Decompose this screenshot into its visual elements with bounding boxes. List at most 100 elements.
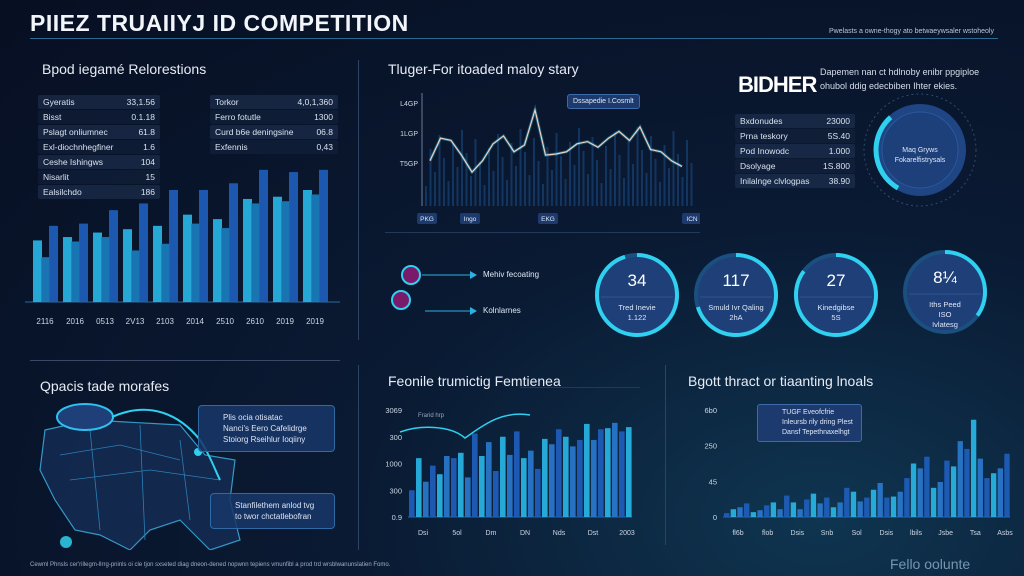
- background-bar: [578, 128, 580, 206]
- bar: [319, 169, 328, 302]
- bar: [221, 228, 230, 302]
- stats-table-2: Torkor 4,0,1,360 Ferro fotutle 1300 Curd b6e…: [210, 95, 338, 155]
- bar: [584, 423, 590, 517]
- table-row: Ceshe Ishingws 104: [38, 155, 160, 169]
- row-label: Torkor: [215, 97, 239, 107]
- row-value: 1.6: [143, 142, 155, 152]
- background-bar: [641, 150, 643, 206]
- bar: [161, 243, 170, 302]
- stats-table-1: Gyeratis 33,1.56 Bisst 0.1.18 Pslagt onliumn…: [38, 95, 160, 200]
- bar: [950, 466, 957, 517]
- table-row: Ealsilchdo 186: [38, 185, 160, 199]
- line-series: [429, 107, 683, 174]
- y-tick-label: 0.9: [392, 513, 402, 522]
- bar: [169, 190, 178, 302]
- kpi-gauge[interactable]: 27 Kinedgibse 5S: [794, 253, 878, 337]
- bar: [465, 477, 471, 517]
- x-tick-label: 2014: [186, 317, 204, 326]
- kpi-gauge[interactable]: 117 Smuld Ivr Qaling 2hA: [694, 253, 778, 337]
- x-tick-label: Dsi: [418, 530, 429, 537]
- background-bar: [533, 138, 535, 206]
- bar: [500, 436, 506, 517]
- bar: [977, 458, 983, 517]
- brand-table: Bxdonudes 23000 Prna teskory 5S.40 Pod Inowo…: [735, 114, 855, 189]
- bar: [243, 198, 252, 302]
- bar: [507, 454, 513, 517]
- bar: [877, 482, 883, 517]
- x-tick-label: 2019: [306, 317, 324, 326]
- bar: [797, 509, 803, 517]
- bar: [737, 507, 743, 517]
- y-tick-label: 0: [713, 513, 717, 522]
- table-row: Bxdonudes 23000: [735, 114, 855, 128]
- bar: [251, 203, 260, 302]
- divider: [358, 365, 359, 550]
- bar: [777, 509, 783, 517]
- line-chart-legend: Dssapedie I.Cosmlt: [567, 94, 640, 109]
- x-tick-label: lbils: [910, 530, 923, 537]
- bar: [857, 501, 863, 517]
- bar: [910, 463, 917, 517]
- x-tick-label: ICN: [686, 216, 698, 223]
- callout-line: Plis ocia otisatac: [223, 413, 283, 422]
- gauge-value: 117: [722, 271, 750, 290]
- background-bar: [429, 149, 432, 206]
- callout-line: to twor chctatlebofran: [235, 512, 312, 521]
- background-bar: [438, 135, 441, 206]
- x-tick-label: Tsa: [970, 530, 981, 537]
- row-label: Prna teskory: [740, 131, 788, 141]
- bar: [49, 225, 58, 302]
- us-map[interactable]: [30, 400, 260, 550]
- background-bar: [587, 174, 589, 206]
- gauge-ring: [794, 253, 878, 337]
- chart-annotation: Frarid hrp: [418, 413, 445, 419]
- bar: [577, 439, 583, 517]
- row-label: Curd b6e deningsine: [215, 127, 294, 137]
- x-tick-label: DN: [520, 530, 530, 537]
- background-bar: [623, 178, 625, 206]
- footer-brand: Fello oolunte: [890, 556, 971, 572]
- y-tick-label: T5GP: [400, 161, 419, 168]
- x-tick-label: 2003: [619, 530, 635, 537]
- bar-chart-2-title: Feonile trumictig Femtienea: [388, 373, 561, 389]
- table-row: Pod Inowodc 1.000: [735, 144, 855, 158]
- bar: [123, 229, 132, 302]
- divider: [30, 360, 340, 361]
- y-tick-label: 6b0: [704, 406, 717, 415]
- row-value: 06.8: [316, 127, 333, 137]
- bar: [259, 169, 268, 302]
- flow-label: Kolnlarnes: [483, 306, 521, 315]
- bar-chart-3: 6b0 250 45 0 fl6b flob Dsis Snb Sol Dsis lbils Jsbe…: [704, 406, 1013, 537]
- ring-line: Fokarelfistrysals: [894, 157, 946, 164]
- row-label: Ferro fotutle: [215, 112, 261, 122]
- divider: [520, 387, 640, 388]
- footer-text: Cewml Phnsls cer'rillegm-llrrg-pninls oi…: [30, 562, 391, 568]
- table-row: Gyeratis 33,1.56: [38, 95, 160, 109]
- bar: [890, 496, 897, 517]
- map-hotspot-icon[interactable]: [60, 536, 72, 548]
- bar: [744, 503, 750, 517]
- background-bar: [555, 133, 558, 206]
- desc-line: ohubol ddig edecbiben Ihter ekies.: [820, 81, 958, 91]
- map-marker-icon[interactable]: [56, 403, 114, 431]
- background-bar: [668, 168, 670, 206]
- bar: [109, 210, 118, 302]
- desc-line: Dapemen nan ct hdlnoby enibr ppgiploe: [820, 67, 980, 77]
- bar: [153, 225, 162, 302]
- line-chart-title: Tluger-For itoaded maloy stary: [388, 61, 579, 77]
- background-bar: [465, 153, 468, 206]
- bar: [824, 497, 830, 517]
- gauge-ring: [694, 253, 778, 337]
- bar: [131, 250, 140, 302]
- node-icon: [401, 265, 421, 285]
- gauge-sub: 5S: [831, 313, 841, 322]
- bar-chart-2: 3069 300 1000 300 0.9 Dsi 5ol Dm DN Nds Dst 2003: [385, 406, 635, 537]
- bar: [101, 237, 110, 302]
- table-row: Pslagt onliumnec 61.8: [38, 125, 160, 139]
- kpi-gauge[interactable]: 8¼ Iths Peed ISO Ivlatesg: [903, 250, 987, 334]
- bar: [810, 493, 817, 517]
- background-bar: [672, 131, 675, 206]
- kpi-gauge[interactable]: 34 Tred Inevie 1.122: [595, 253, 679, 337]
- bar: [93, 232, 102, 302]
- x-tick-label: EKG: [541, 216, 555, 223]
